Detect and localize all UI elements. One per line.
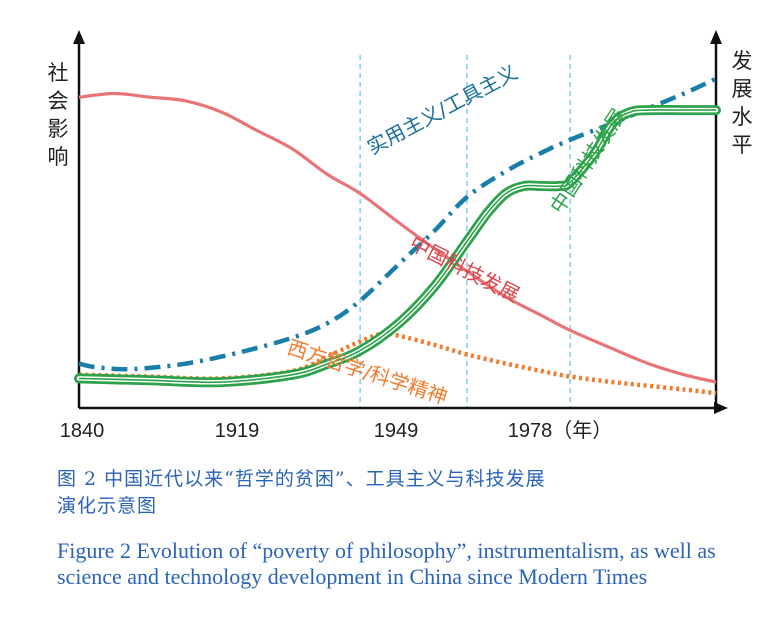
x-tick-label: 1949 (374, 420, 419, 442)
left-axis-arrow (73, 30, 85, 44)
series-layer (74, 76, 721, 396)
label-tech-green: 中国科技发展 (545, 104, 630, 218)
chart: 1840 1919 1949 1978（年） 社会影响 发展水平 实用主义/工具主义 中国… (48, 30, 753, 442)
series-0-line (78, 76, 717, 372)
series-1-line (74, 104, 721, 388)
vertical-guides (359, 55, 571, 408)
caption-chinese: 图 2 中国近代以来“哲学的贫困”、工具主义与科技发展 演化示意图 (57, 466, 757, 520)
right-axis-label: 发展水平 (732, 49, 753, 157)
series-2-line (78, 91, 717, 384)
x-tick-label: 1978（年） (508, 419, 613, 442)
axis-labels: 社会影响 发展水平 (48, 49, 753, 169)
axes (73, 30, 728, 414)
series-1-line-inner-core (78, 109, 716, 384)
series-1-line-inner-white (76, 107, 719, 385)
x-tick-label: 1840 (60, 420, 105, 442)
label-pragmatism: 实用主义/工具主义 (363, 60, 521, 159)
x-tick-label: 1919 (215, 420, 260, 442)
caption-chinese-line2: 演化示意图 (57, 495, 158, 517)
x-tick-labels: 1840 1919 1949 1978（年） (60, 419, 613, 442)
caption-chinese-line1: 图 2 中国近代以来“哲学的贫困”、工具主义与科技发展 (57, 468, 546, 490)
right-axis-arrow (710, 30, 722, 44)
caption-english: Figure 2 Evolution of “poverty of philos… (57, 538, 716, 589)
left-axis-label: 社会影响 (48, 61, 69, 169)
x-axis-arrow (714, 402, 728, 414)
